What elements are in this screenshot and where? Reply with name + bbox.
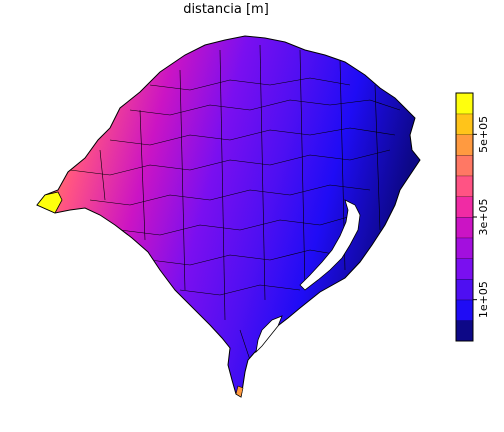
legend-color-step (455, 196, 474, 218)
legend-color-step (455, 258, 474, 280)
legend-tick-label: 3e+05 (477, 199, 490, 236)
legend-colorbar (455, 92, 474, 342)
legend-color-step (455, 175, 474, 197)
legend-color-step (455, 92, 474, 115)
legend-tick-label: 1e+05 (477, 281, 490, 318)
lagoa-mirim (255, 315, 283, 354)
state-outline (36, 35, 421, 398)
legend-color-step (455, 237, 474, 259)
legend-ticks: 1e+05 3e+05 5e+05 (473, 116, 490, 318)
lagoa-dos-patos (299, 199, 361, 291)
legend-tick-label: 5e+05 (477, 116, 490, 153)
south-tip-region (235, 385, 244, 398)
plot-title: distancia [m] (183, 2, 269, 17)
legend-color-step (455, 299, 474, 321)
legend-color-step (455, 154, 474, 177)
legend-color-step (455, 320, 474, 342)
municipality-boundaries (69, 44, 401, 361)
legend-color-step (455, 113, 474, 135)
west-tip-region (36, 191, 63, 214)
legend-color-step (455, 216, 474, 239)
legend-color-step (455, 134, 474, 156)
legend-color-step (455, 278, 474, 301)
